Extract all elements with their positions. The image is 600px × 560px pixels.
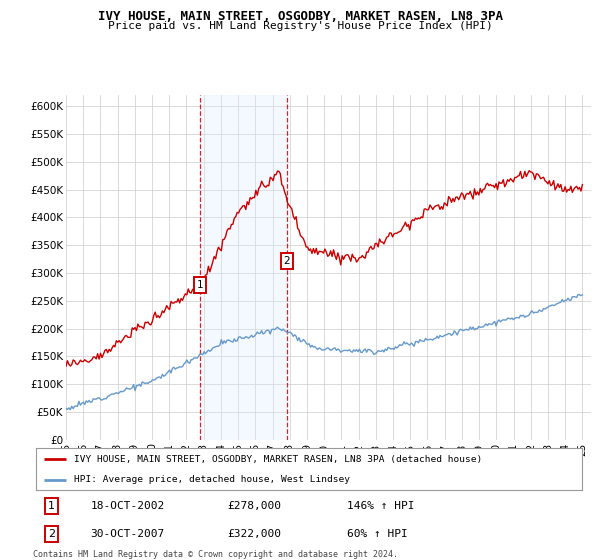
Text: £278,000: £278,000 <box>227 501 281 511</box>
Text: 30-OCT-2007: 30-OCT-2007 <box>91 529 165 539</box>
Text: 2: 2 <box>284 256 290 266</box>
Bar <box>200 95 287 440</box>
Text: Contains HM Land Registry data © Crown copyright and database right 2024.
This d: Contains HM Land Registry data © Crown c… <box>33 550 398 560</box>
Text: 1: 1 <box>48 501 55 511</box>
Text: 146% ↑ HPI: 146% ↑ HPI <box>347 501 415 511</box>
Text: IVY HOUSE, MAIN STREET, OSGODBY, MARKET RASEN, LN8 3PA: IVY HOUSE, MAIN STREET, OSGODBY, MARKET … <box>97 10 503 23</box>
Text: IVY HOUSE, MAIN STREET, OSGODBY, MARKET RASEN, LN8 3PA (detached house): IVY HOUSE, MAIN STREET, OSGODBY, MARKET … <box>74 455 482 464</box>
Text: 1: 1 <box>197 280 203 290</box>
Text: HPI: Average price, detached house, West Lindsey: HPI: Average price, detached house, West… <box>74 475 350 484</box>
Text: Price paid vs. HM Land Registry's House Price Index (HPI): Price paid vs. HM Land Registry's House … <box>107 21 493 31</box>
Text: 60% ↑ HPI: 60% ↑ HPI <box>347 529 408 539</box>
Text: 18-OCT-2002: 18-OCT-2002 <box>91 501 165 511</box>
Text: £322,000: £322,000 <box>227 529 281 539</box>
Text: 2: 2 <box>48 529 55 539</box>
